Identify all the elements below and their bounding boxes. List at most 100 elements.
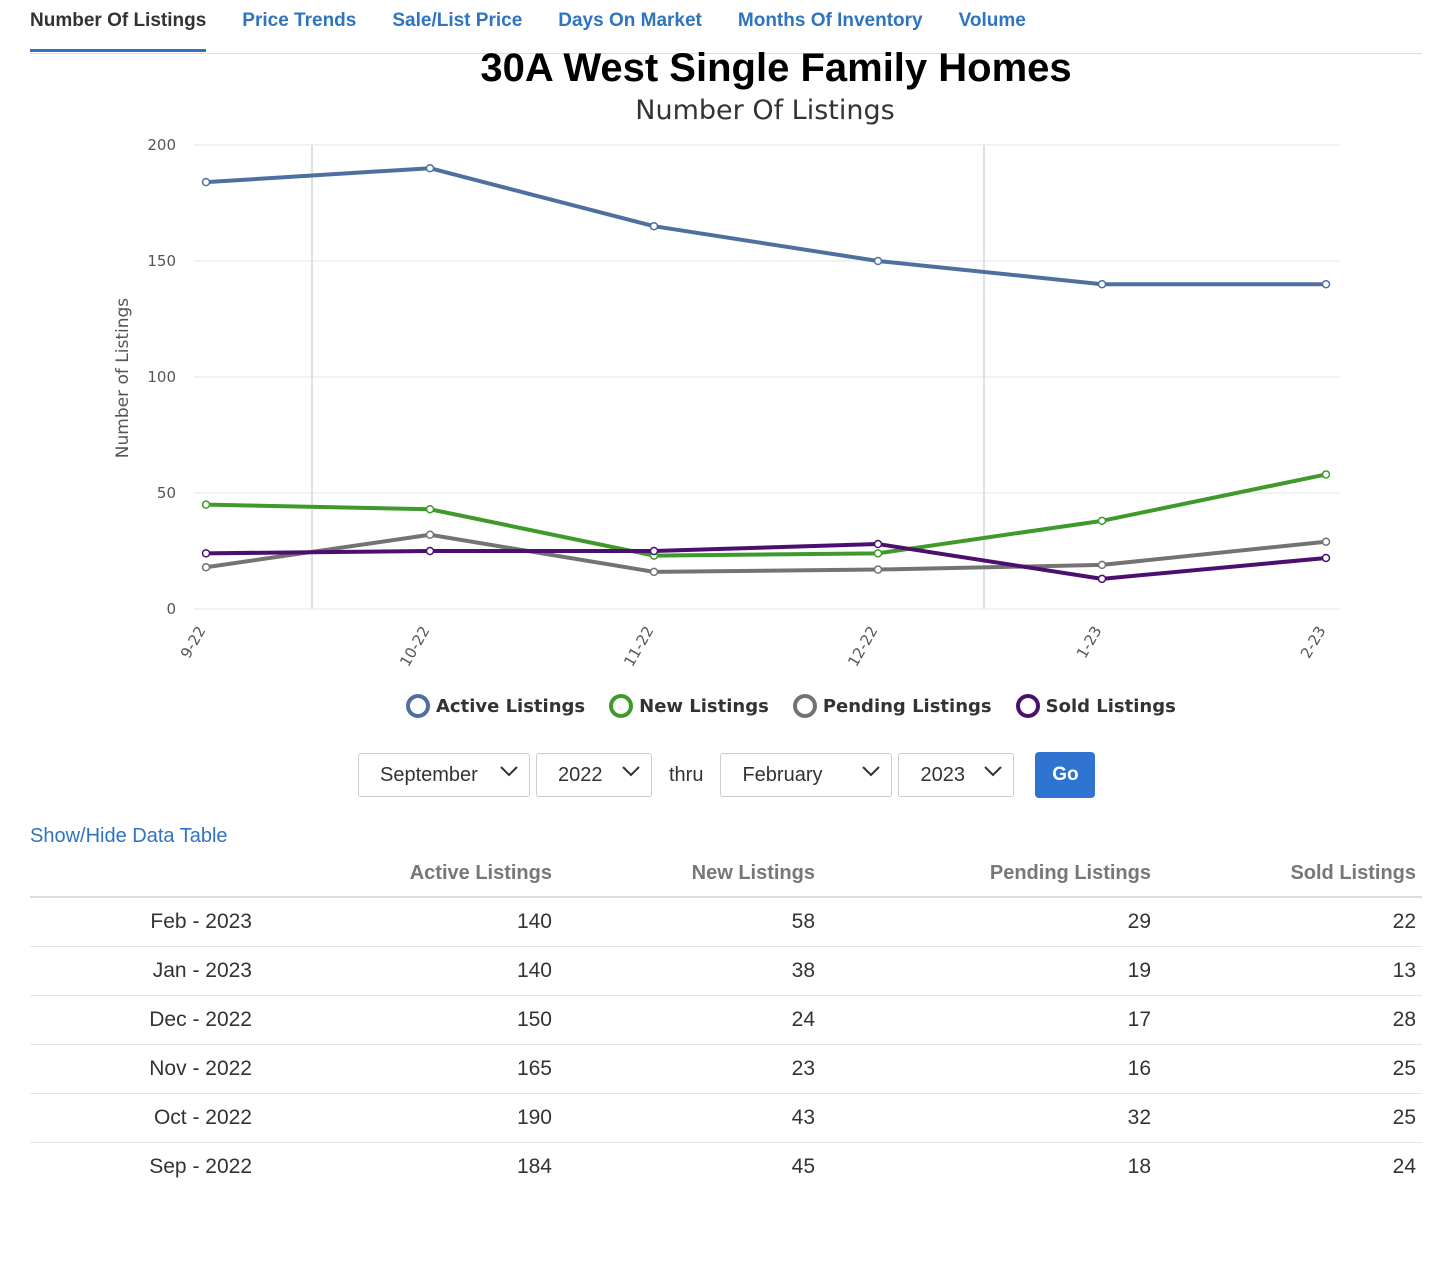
to-year-select[interactable]: 2023 (898, 753, 1015, 797)
from-year-select[interactable]: 2022 (536, 753, 652, 797)
table-cell: 140 (258, 946, 558, 996)
data-point-sold-listings (425, 546, 435, 556)
table-cell: 13 (1157, 946, 1422, 996)
table-header: Active Listings (258, 850, 558, 898)
series-line-new-listings (205, 472, 1327, 558)
thru-label: thru (669, 763, 704, 786)
tab-number-of-listings[interactable]: Number Of Listings (30, 0, 207, 52)
chevron-down-icon (622, 766, 640, 777)
table-row: Jan - 2023 140 38 19 13 (30, 946, 1422, 996)
y-tick-label: 50 (157, 484, 176, 502)
legend-marker-pending-icon (792, 694, 817, 718)
table-row: Feb - 2023 140 58 29 22 (30, 897, 1422, 947)
data-table: Active Listings New Listings Pending Lis… (30, 850, 1422, 1191)
data-point-new-listings (873, 549, 883, 558)
y-tick-label: 100 (147, 368, 176, 386)
y-axis-title: Number of Listings (113, 298, 133, 458)
table-cell: 43 (558, 1093, 821, 1143)
table-cell: 25 (1157, 1093, 1422, 1143)
table-row: Nov - 2022 165 23 16 25 (30, 1044, 1422, 1094)
data-point-new-listings (425, 504, 435, 514)
table-cell: 17 (821, 995, 1157, 1045)
table-row: Oct - 2022 190 43 32 25 (30, 1093, 1422, 1143)
legend-item-pending-listings[interactable]: Pending Listings (792, 694, 992, 718)
legend-label: Pending Listings (822, 695, 992, 717)
legend-label: New Listings (639, 695, 769, 717)
x-tick-label: 1-23 (1073, 623, 1106, 661)
data-point-sold-listings (201, 549, 211, 558)
tab-sale-list-price[interactable]: Sale/List Price (392, 10, 523, 31)
data-point-pending-listings (1321, 537, 1331, 546)
table-cell: 58 (558, 897, 821, 947)
from-month-value: September (380, 764, 478, 786)
chevron-down-icon (862, 766, 881, 777)
legend-item-active-listings[interactable]: Active Listings (406, 694, 585, 718)
table-cell: 16 (821, 1044, 1157, 1094)
table-cell: 140 (258, 897, 558, 947)
data-point-active-listings (649, 221, 659, 231)
from-year-value: 2022 (558, 764, 603, 786)
series-line-active-listings (205, 166, 1326, 287)
legend-marker-new-icon (609, 694, 634, 718)
y-tick-label: 200 (147, 136, 176, 154)
table-cell: Sep - 2022 (149, 1155, 252, 1178)
y-tick-label: 150 (147, 252, 176, 270)
to-month-select[interactable]: February (720, 753, 893, 797)
table-cell: 29 (821, 897, 1157, 947)
table-cell: 184 (516, 1155, 552, 1178)
show-hide-data-table-link[interactable]: Show/Hide Data Table (30, 825, 228, 847)
table-row: Dec - 2022 150 24 17 28 (30, 995, 1422, 1045)
data-point-sold-listings (873, 539, 883, 549)
table-cell: 24 (1392, 1155, 1416, 1178)
legend-item-new-listings[interactable]: New Listings (609, 694, 769, 718)
date-range-controls: September 2022 thru February 2023 Go (358, 752, 1096, 798)
tab-price-trends[interactable]: Price Trends (242, 10, 357, 31)
table-cell: 22 (1157, 897, 1422, 947)
data-point-sold-listings (649, 546, 659, 556)
data-point-pending-listings (873, 565, 883, 574)
table-cell: 32 (821, 1093, 1157, 1143)
chevron-down-icon (984, 766, 1003, 777)
table-header: Pending Listings (821, 850, 1157, 898)
tab-months-of-inventory[interactable]: Months Of Inventory (737, 10, 923, 31)
table-cell: 25 (1157, 1044, 1422, 1094)
data-point-pending-listings (425, 530, 435, 540)
table-cell: 38 (558, 946, 821, 996)
chart-subtitle: Number Of Listings (635, 95, 895, 126)
table-cell: 190 (258, 1093, 558, 1143)
chart-title: 30A West Single Family Homes (480, 46, 1072, 90)
data-point-active-listings (425, 163, 435, 173)
x-tick-label: 2-23 (1297, 623, 1330, 661)
tab-days-on-market[interactable]: Days On Market (558, 10, 702, 31)
table-cell: 165 (258, 1044, 558, 1094)
data-point-sold-listings (1097, 574, 1107, 584)
data-point-new-listings (1321, 470, 1331, 479)
to-month-value: February (742, 764, 823, 786)
data-point-active-listings (1321, 279, 1331, 289)
table-row: Sep - 2022 184 45 18 24 (30, 1143, 1422, 1192)
x-tick-label: 9-22 (177, 623, 210, 661)
table-cell: 23 (558, 1044, 821, 1094)
data-point-pending-listings (649, 567, 659, 577)
chevron-down-icon (500, 766, 518, 777)
legend-label: Sold Listings (1045, 695, 1176, 717)
data-point-sold-listings (1321, 553, 1331, 563)
table-cell: 24 (558, 995, 821, 1045)
legend-item-sold-listings[interactable]: Sold Listings (1015, 694, 1176, 718)
table-cell: 150 (258, 995, 558, 1045)
tab-volume[interactable]: Volume (958, 10, 1026, 31)
table-cell: Feb - 2023 (30, 897, 258, 947)
legend-label: Active Listings (436, 695, 586, 717)
table-header: New Listings (558, 850, 821, 898)
table-header (30, 850, 258, 898)
data-point-pending-listings (201, 562, 211, 572)
go-button[interactable]: Go (1035, 752, 1096, 798)
data-point-new-listings (1097, 516, 1107, 526)
data-point-pending-listings (1097, 560, 1107, 570)
from-month-select[interactable]: September (358, 753, 530, 797)
to-year-value: 2023 (920, 764, 965, 786)
x-tick-label: 11-22 (620, 623, 657, 670)
data-point-active-listings (873, 256, 883, 266)
data-point-active-listings (201, 177, 211, 187)
x-tick-label: 10-22 (396, 623, 433, 670)
